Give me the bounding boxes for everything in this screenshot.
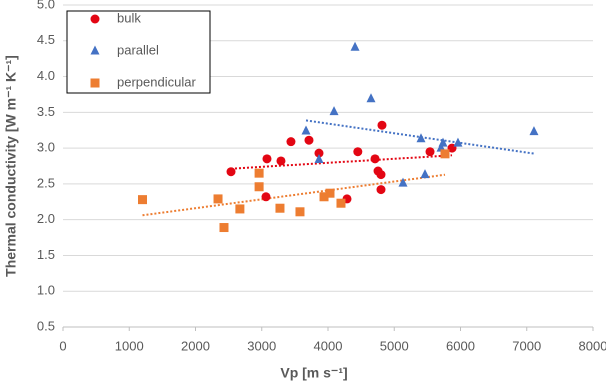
- point: [370, 154, 380, 164]
- point: [319, 192, 329, 202]
- x-tick-label: 7000: [512, 338, 541, 353]
- point: [325, 188, 335, 198]
- y-tick-label: 3.0: [37, 140, 55, 155]
- point: [304, 135, 314, 145]
- point: [353, 147, 363, 157]
- x-tick-label: 0: [59, 338, 66, 353]
- point: [350, 41, 360, 51]
- legend-label: bulk: [117, 10, 141, 25]
- point: [336, 198, 346, 208]
- point: [226, 167, 236, 177]
- legend-label: perpendicular: [117, 74, 196, 89]
- point: [235, 204, 245, 214]
- point: [138, 195, 147, 205]
- x-tick-label: 3000: [247, 338, 276, 353]
- point: [314, 154, 324, 164]
- x-tick-label: 2000: [181, 338, 210, 353]
- x-tick-label: 4000: [314, 338, 343, 353]
- point: [219, 223, 229, 233]
- point: [276, 156, 286, 166]
- point: [301, 125, 311, 135]
- y-tick-label: 2.0: [37, 211, 55, 226]
- x-tick-label: 8000: [579, 338, 606, 353]
- point: [254, 168, 264, 178]
- point: [376, 185, 386, 195]
- legend-marker: [90, 78, 100, 88]
- point: [275, 203, 285, 213]
- point: [314, 148, 324, 158]
- trendline: [142, 173, 446, 217]
- point: [262, 154, 272, 164]
- x-tick-label: 6000: [446, 338, 475, 353]
- trendline: [230, 154, 453, 170]
- legend-marker: [90, 14, 100, 24]
- legend-label: parallel: [117, 42, 159, 57]
- point: [453, 137, 463, 147]
- y-axis-title: Thermal conductivity [W m⁻¹ K⁻¹]: [3, 55, 19, 277]
- y-tick-label: 3.5: [37, 104, 55, 119]
- point: [420, 169, 430, 179]
- point: [213, 194, 223, 204]
- x-tick-label: 1000: [115, 338, 144, 353]
- legend-marker: [90, 45, 100, 55]
- y-tick-label: 4.5: [37, 32, 55, 47]
- y-tick-label: 5.0: [37, 0, 55, 11]
- point: [377, 120, 387, 130]
- point: [438, 137, 448, 147]
- x-axis-title: Vp [m s⁻¹]: [280, 365, 347, 381]
- point: [425, 147, 435, 157]
- y-tick-label: 4.0: [37, 68, 55, 83]
- point: [286, 137, 296, 147]
- point: [440, 149, 450, 159]
- y-tick-label: 1.5: [37, 247, 55, 262]
- point: [376, 170, 386, 180]
- point: [261, 192, 271, 202]
- point: [295, 207, 305, 217]
- y-tick-label: 0.5: [37, 318, 55, 333]
- x-tick-label: 5000: [380, 338, 409, 353]
- point: [398, 177, 408, 187]
- point: [529, 126, 539, 136]
- point: [254, 182, 264, 192]
- point: [329, 106, 339, 116]
- y-tick-label: 1.0: [37, 283, 55, 298]
- point: [366, 93, 376, 103]
- point: [416, 133, 426, 143]
- y-tick-label: 2.5: [37, 175, 55, 190]
